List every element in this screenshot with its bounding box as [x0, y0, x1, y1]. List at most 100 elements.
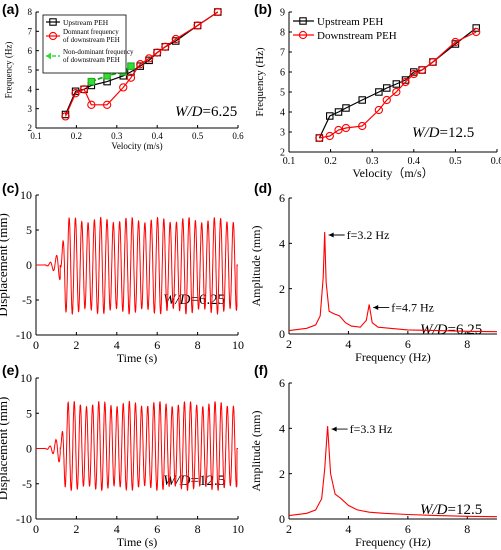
x-tick-label: 0.5: [449, 156, 462, 167]
legend-label-line: of downstream PEH: [63, 56, 120, 64]
series-line: [319, 31, 477, 139]
data-point: [383, 84, 391, 92]
legend-label: Upstream PEH: [63, 18, 109, 27]
peak-arrowhead: [328, 232, 334, 238]
x-tick-label: 0.6: [232, 131, 244, 141]
y-tick-label: 0: [279, 327, 285, 341]
data-point: [334, 125, 343, 135]
y-tick-label: 5: [26, 406, 32, 420]
y-tick-label: 0: [26, 442, 32, 456]
y-tick-label: 8: [28, 7, 33, 17]
y-tick-label: 2: [28, 123, 33, 133]
data-point: [193, 21, 202, 30]
data-point: [161, 42, 170, 51]
x-axis-label: Time (s): [117, 351, 158, 365]
data-point: [136, 60, 145, 69]
wd-annotation: W/D=12.5: [420, 502, 482, 518]
series-line: [91, 65, 132, 83]
y-tick-label: 7: [28, 26, 33, 36]
data-point: [392, 80, 401, 88]
chart-panel-a: 0.1 0.2 0.3 0.4 0.5 0.6 2 3 4 5 6 7 8 Velocity (m/s) F…: [2, 1, 244, 151]
x-tick-label: 4: [114, 522, 120, 536]
data-point: [71, 89, 80, 98]
legend-label-line: of downstream PEH: [63, 36, 120, 44]
y-tick-label: 6: [28, 46, 33, 56]
data-point: [374, 105, 384, 115]
data-point: [87, 77, 96, 86]
y-axis-label: Frequency (Hz): [4, 42, 14, 99]
legend-marker: [299, 17, 307, 25]
data-point: [472, 27, 481, 37]
y-tick-label: 10: [20, 188, 32, 202]
y-tick-label: 0: [26, 258, 32, 272]
x-tick-label: 6: [154, 522, 160, 536]
wd-var: W/D: [420, 502, 448, 518]
x-axis-label: Velocity (m/s): [111, 141, 162, 151]
y-tick-label: 4: [28, 84, 33, 94]
x-tick-label: 0.3: [111, 131, 123, 141]
y-axis-label: Displacement (mm): [0, 397, 10, 501]
y-tick-label: 2: [279, 467, 285, 481]
legend: Upstream PEH Downstream PEH: [293, 16, 397, 42]
x-tick-label: 2: [73, 338, 79, 352]
y-tick-label: 5: [280, 88, 285, 99]
data-point: [126, 73, 136, 82]
x-axis-label: Frequency (Hz): [355, 350, 431, 364]
y-tick-label: 2: [279, 282, 285, 296]
x-tick-label: 6: [405, 337, 411, 351]
y-tick-label: 3: [280, 128, 285, 139]
data-point: [358, 121, 367, 131]
peak-label: f=3.2 Hz: [347, 228, 390, 242]
y-tick-label: 5: [28, 65, 33, 75]
wd-value: =6.25: [191, 292, 226, 308]
peak-arrowhead: [331, 426, 337, 432]
x-tick-label: 4: [345, 337, 351, 351]
wd-var: W/D: [163, 292, 191, 308]
x-tick-label: 8: [195, 522, 201, 536]
y-tick-label: 6: [280, 68, 285, 79]
data-point: [153, 48, 162, 57]
x-tick-label: 0.5: [192, 131, 204, 141]
x-tick-label: 2: [73, 522, 79, 536]
x-tick-label: 2: [286, 522, 292, 536]
wd-annotation: W/D=12.5: [412, 125, 474, 141]
x-axis-label: Time (s): [117, 535, 158, 549]
data-point: [61, 112, 70, 121]
x-tick-label: 0.1: [30, 131, 41, 141]
x-tick-label: 4: [114, 338, 120, 352]
series-line: [64, 11, 219, 117]
x-tick-label: 0.4: [152, 131, 164, 141]
chart-panel-b: 0.1 0.2 0.3 0.4 0.5 0.6 2 3 4 5 6 7 8 9 Velocity（m/s） F…: [254, 1, 501, 180]
wd-value: =12.5: [191, 473, 226, 489]
data-point: [171, 34, 180, 44]
data-point: [119, 83, 128, 92]
y-tick-label: 10: [20, 371, 32, 385]
y-tick-label: 0: [279, 512, 285, 526]
y-tick-label: 6: [279, 376, 285, 390]
x-tick-label: 8: [195, 338, 201, 352]
data-point: [382, 95, 391, 105]
panel-label: (c): [2, 180, 19, 196]
legend-marker: [49, 18, 57, 26]
data-point: [392, 87, 401, 97]
chart-panel-c: 0 2 4 6 8 10 -10 -5 0 5 10 Time (s) Displacement (mm…: [0, 180, 244, 365]
legend-label-line: Non-dominant frequency: [63, 48, 134, 56]
panel-label: (e): [2, 362, 19, 378]
data-point: [102, 100, 112, 109]
peak-label: f=4.7 Hz: [391, 301, 434, 315]
x-tick-label: 2: [286, 337, 292, 351]
x-tick-label: 0: [33, 338, 39, 352]
data-point: [341, 123, 351, 133]
y-tick-label: 4: [279, 422, 285, 436]
x-tick-label: 0.4: [408, 156, 421, 167]
data-point: [103, 72, 111, 80]
y-axis-label: Amplitude (mm): [249, 411, 263, 492]
data-point: [451, 37, 460, 47]
y-tick-label: -10: [16, 512, 32, 526]
data-point: [213, 7, 222, 17]
x-tick-label: 4: [345, 522, 351, 536]
y-tick-label: 2: [280, 148, 285, 159]
y-tick-label: 5: [26, 223, 32, 237]
